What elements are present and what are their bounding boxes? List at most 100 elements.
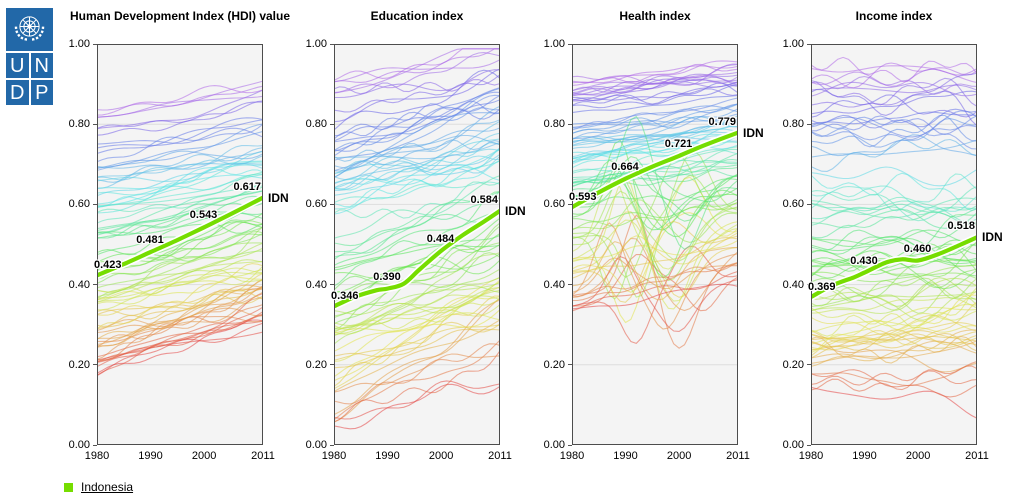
data-point-label: 0.584 [470, 193, 498, 206]
y-axis-tick-label: 0.20 [68, 358, 90, 371]
data-point-label: 0.543 [189, 209, 218, 222]
x-axis-tick-label: 1980 [321, 450, 347, 462]
data-point-label: 0.460 [903, 242, 932, 255]
x-axis-tick-label: 1990 [613, 450, 638, 462]
y-axis-tick [568, 364, 572, 366]
y-axis-tick-label: 0.60 [68, 198, 90, 211]
highlight-code-label: IDN [505, 203, 526, 218]
data-point-label: 0.484 [426, 232, 455, 245]
data-point-label: 0.664 [611, 160, 639, 173]
chart-3-plot [811, 44, 977, 445]
y-axis-tick-label: 0.80 [68, 118, 90, 131]
y-axis-tick-label: 0.40 [782, 278, 804, 291]
y-axis-tick-label: 0.60 [543, 198, 565, 211]
chart-title-1: Education index [370, 9, 464, 23]
y-axis-tick [807, 203, 811, 205]
data-point-label: 0.617 [233, 180, 261, 193]
y-axis-tick [807, 444, 811, 446]
data-point-label: 0.423 [94, 259, 122, 272]
y-axis-tick-label: 0.40 [68, 278, 90, 291]
y-axis-tick-label: 0.00 [543, 439, 565, 451]
undp-letters: U N D P [6, 53, 53, 105]
y-axis-tick [568, 123, 572, 125]
x-axis-tick-label: 2000 [428, 450, 454, 462]
chart-title-0: Human Development Index (HDI) value [69, 9, 291, 23]
chart-title-3: Income index [855, 9, 933, 23]
y-axis-tick [330, 364, 334, 366]
chart-0-plot [97, 44, 263, 445]
data-point-label: 0.481 [136, 234, 164, 247]
x-axis-tick-label: 2000 [905, 450, 931, 462]
x-axis-tick-label: 2011 [488, 450, 512, 462]
data-point-label: 0.369 [808, 281, 836, 294]
logo-letter-u: U [6, 53, 29, 78]
y-axis-tick-label: 1.00 [68, 38, 90, 50]
x-axis-tick-label: 1990 [138, 450, 163, 462]
y-axis-tick [93, 203, 97, 205]
y-axis-tick [93, 43, 97, 45]
y-axis-tick [568, 203, 572, 205]
highlight-code-label: IDN [743, 125, 764, 140]
chart-1-plot [334, 44, 500, 445]
logo-letter-d: D [6, 80, 29, 105]
y-axis-tick [330, 123, 334, 125]
data-point-label: 0.518 [947, 220, 975, 233]
y-axis-tick [93, 123, 97, 125]
x-axis-tick-label: 2011 [251, 450, 275, 462]
x-axis-tick-label: 2011 [965, 450, 989, 462]
data-point-label: 0.346 [331, 290, 359, 303]
y-axis-tick-label: 0.60 [305, 198, 327, 211]
y-axis-tick-label: 1.00 [782, 38, 804, 50]
data-point-label: 0.430 [850, 254, 878, 267]
data-point-label: 0.593 [569, 191, 597, 204]
un-emblem-icon [6, 8, 53, 51]
y-axis-tick-label: 0.40 [543, 278, 565, 291]
y-axis-tick-label: 0.80 [543, 118, 565, 131]
y-axis-tick-label: 1.00 [305, 38, 327, 50]
y-axis-tick [93, 364, 97, 366]
legend: Indonesia [64, 480, 133, 494]
y-axis-tick [330, 203, 334, 205]
y-axis-tick-label: 0.80 [782, 118, 804, 131]
highlight-code-label: IDN [982, 230, 1003, 245]
logo-letter-n: N [30, 53, 53, 78]
y-axis-tick [807, 364, 811, 366]
x-axis-tick-label: 1980 [798, 450, 824, 462]
y-axis-tick-label: 0.00 [68, 439, 90, 451]
data-point-label: 0.721 [664, 137, 693, 150]
x-axis-tick-label: 1990 [375, 450, 400, 462]
legend-color-swatch [64, 482, 73, 492]
chart-2-plot [572, 44, 738, 445]
data-point-label: 0.779 [708, 115, 736, 128]
x-axis-tick-label: 2000 [191, 450, 217, 462]
y-axis-tick [807, 123, 811, 125]
y-axis-tick-label: 0.20 [305, 358, 327, 371]
y-axis-tick [568, 284, 572, 286]
y-axis-tick [93, 284, 97, 286]
x-axis-tick-label: 2000 [666, 450, 692, 462]
y-axis-tick [330, 43, 334, 45]
y-axis-tick [330, 444, 334, 446]
y-axis-tick [568, 43, 572, 45]
x-axis-tick-label: 1980 [84, 450, 110, 462]
x-axis-tick-label: 1990 [852, 450, 877, 462]
data-point-label: 0.390 [373, 270, 401, 283]
y-axis-tick [93, 444, 97, 446]
y-axis-tick [807, 43, 811, 45]
y-axis-tick-label: 1.00 [543, 38, 565, 50]
y-axis-tick-label: 0.00 [305, 439, 327, 451]
y-axis-tick [807, 284, 811, 286]
y-axis-tick-label: 0.80 [305, 118, 327, 131]
x-axis-tick-label: 2011 [726, 450, 750, 462]
chart-title-2: Health index [619, 9, 691, 23]
y-axis-tick [568, 444, 572, 446]
legend-indonesia-link[interactable]: Indonesia [81, 480, 134, 494]
x-axis-tick-label: 1980 [559, 450, 585, 462]
y-axis-tick-label: 0.60 [782, 198, 804, 211]
undp-logo: U N D P [6, 8, 53, 105]
y-axis-tick-label: 0.40 [305, 278, 327, 291]
y-axis-tick-label: 0.00 [782, 439, 804, 451]
logo-letter-p: P [30, 80, 53, 105]
highlight-code-label: IDN [268, 190, 289, 205]
y-axis-tick [330, 284, 334, 286]
